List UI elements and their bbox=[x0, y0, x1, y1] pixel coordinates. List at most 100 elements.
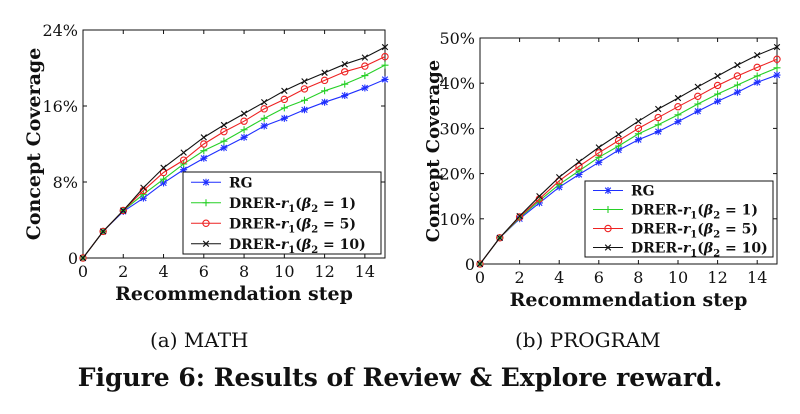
data-point bbox=[516, 212, 523, 220]
data-point bbox=[220, 144, 228, 152]
data-point bbox=[694, 92, 702, 101]
y-tick-label: 16% bbox=[42, 97, 78, 116]
data-point bbox=[674, 118, 682, 126]
data-point bbox=[674, 103, 682, 111]
data-point bbox=[200, 140, 208, 148]
data-point bbox=[595, 144, 602, 151]
data-point bbox=[240, 133, 248, 141]
data-point bbox=[79, 254, 87, 262]
data-point bbox=[281, 87, 288, 94]
y-tick-label: 30% bbox=[439, 119, 475, 138]
data-point bbox=[200, 147, 208, 155]
y-tick-label: 0 bbox=[465, 255, 475, 274]
data-point bbox=[575, 171, 583, 179]
data-point bbox=[714, 90, 722, 98]
data-point bbox=[654, 128, 662, 136]
data-point bbox=[496, 234, 504, 242]
data-point bbox=[714, 97, 722, 105]
data-point bbox=[734, 61, 741, 69]
data-point bbox=[694, 83, 701, 91]
data-point bbox=[733, 88, 741, 96]
x-tick-label: 14 bbox=[355, 262, 375, 281]
x-tick-label: 10 bbox=[274, 262, 294, 281]
x-tick-label: 4 bbox=[554, 268, 564, 287]
data-point bbox=[99, 227, 107, 236]
x-tick-label: 6 bbox=[594, 268, 604, 287]
data-point bbox=[140, 184, 147, 191]
y-tick-label: 50% bbox=[439, 29, 475, 48]
data-point bbox=[280, 114, 288, 122]
data-point bbox=[773, 64, 781, 72]
data-point bbox=[773, 43, 781, 51]
data-point bbox=[674, 94, 682, 102]
y-tick-label: 24% bbox=[42, 21, 78, 40]
y-axis-label: Concept Coverage bbox=[23, 48, 45, 241]
y-tick-label: 0 bbox=[68, 249, 78, 268]
data-point bbox=[220, 121, 228, 129]
data-point bbox=[381, 52, 389, 61]
series-line bbox=[479, 74, 778, 265]
series-line bbox=[479, 67, 778, 265]
data-point bbox=[635, 117, 642, 125]
data-point bbox=[200, 134, 207, 141]
data-point bbox=[595, 153, 603, 161]
series-line bbox=[82, 56, 386, 259]
data-point bbox=[301, 78, 308, 85]
data-point bbox=[280, 104, 288, 112]
data-point bbox=[179, 156, 188, 164]
data-point bbox=[321, 69, 328, 76]
series-line bbox=[82, 46, 386, 259]
data-point bbox=[280, 95, 289, 104]
data-point bbox=[773, 71, 781, 79]
legend-marker bbox=[202, 178, 210, 186]
data-point bbox=[300, 85, 309, 93]
x-tick-label: 2 bbox=[515, 268, 525, 287]
data-point bbox=[655, 105, 662, 113]
series-line bbox=[82, 78, 386, 259]
legend-marker bbox=[604, 206, 612, 213]
x-tick-label: 14 bbox=[747, 268, 767, 287]
data-point bbox=[773, 55, 781, 63]
data-point bbox=[341, 80, 349, 88]
data-point bbox=[615, 146, 623, 154]
legend-marker bbox=[202, 240, 210, 247]
data-point bbox=[261, 99, 268, 106]
data-point bbox=[753, 63, 761, 72]
data-point bbox=[634, 136, 642, 144]
data-point bbox=[139, 194, 147, 202]
data-point bbox=[536, 193, 543, 200]
data-point bbox=[595, 158, 603, 166]
data-point bbox=[694, 100, 702, 108]
x-axis-label: Recommendation step bbox=[115, 283, 353, 305]
x-tick-label: 8 bbox=[633, 268, 643, 287]
data-point bbox=[733, 72, 742, 80]
data-point bbox=[733, 81, 741, 89]
y-tick-label: 10% bbox=[439, 210, 475, 229]
data-point bbox=[300, 106, 308, 114]
data-point bbox=[515, 213, 524, 221]
x-tick-label: 8 bbox=[239, 262, 249, 281]
data-point bbox=[615, 131, 622, 138]
data-point bbox=[361, 72, 369, 80]
data-point bbox=[321, 87, 329, 95]
data-point bbox=[240, 126, 248, 134]
data-point bbox=[160, 164, 167, 171]
data-point bbox=[714, 72, 721, 80]
data-point bbox=[240, 117, 248, 125]
y-tick-label: 40% bbox=[439, 74, 475, 93]
legend-label: DRER-r1(β2 = 5) bbox=[631, 222, 758, 241]
legend-label: DRER-r1(β2 = 10) bbox=[229, 237, 366, 256]
series-line bbox=[479, 58, 778, 265]
legend-box bbox=[584, 180, 774, 258]
data-point bbox=[79, 254, 87, 262]
data-point bbox=[381, 75, 389, 83]
x-tick-label: 2 bbox=[118, 262, 128, 281]
chart-math: 0 2 4 6 8 10 12 14 0 8% 16% 24% Recommendation step C… bbox=[23, 21, 389, 305]
data-point bbox=[476, 260, 484, 268]
data-point bbox=[654, 113, 662, 122]
plot-frame bbox=[479, 37, 778, 265]
data-point bbox=[595, 149, 603, 157]
data-point bbox=[361, 62, 369, 70]
